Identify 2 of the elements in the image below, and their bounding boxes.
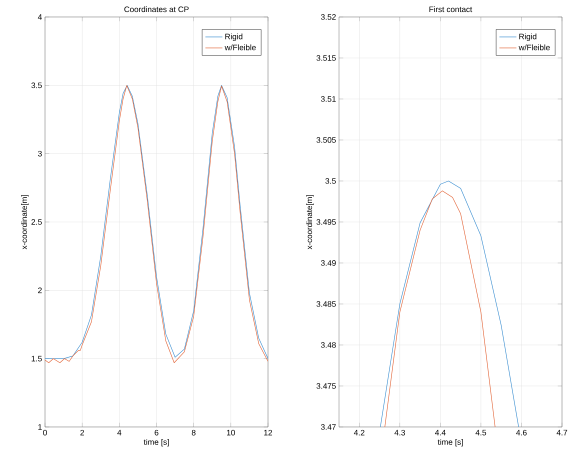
line-series: [384, 190, 496, 427]
line-series: [380, 180, 519, 427]
